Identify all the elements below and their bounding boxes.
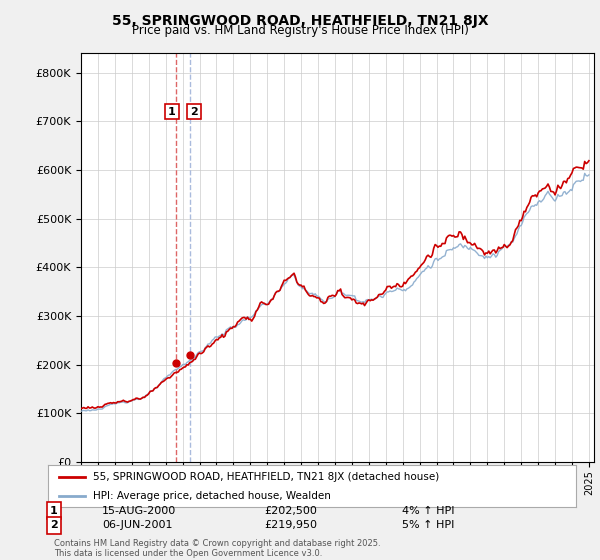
Text: 2: 2 [50, 520, 58, 530]
Text: £202,500: £202,500 [264, 506, 317, 516]
Text: 5% ↑ HPI: 5% ↑ HPI [402, 520, 454, 530]
Text: 4% ↑ HPI: 4% ↑ HPI [402, 506, 455, 516]
Text: 55, SPRINGWOOD ROAD, HEATHFIELD, TN21 8JX: 55, SPRINGWOOD ROAD, HEATHFIELD, TN21 8J… [112, 14, 488, 28]
Text: Price paid vs. HM Land Registry's House Price Index (HPI): Price paid vs. HM Land Registry's House … [131, 24, 469, 37]
Text: 15-AUG-2000: 15-AUG-2000 [102, 506, 176, 516]
Text: 1: 1 [50, 506, 58, 516]
Text: 06-JUN-2001: 06-JUN-2001 [102, 520, 173, 530]
Text: HPI: Average price, detached house, Wealden: HPI: Average price, detached house, Weal… [93, 491, 331, 501]
Text: Contains HM Land Registry data © Crown copyright and database right 2025.
This d: Contains HM Land Registry data © Crown c… [54, 539, 380, 558]
Text: 2: 2 [190, 106, 198, 116]
Text: 55, SPRINGWOOD ROAD, HEATHFIELD, TN21 8JX (detached house): 55, SPRINGWOOD ROAD, HEATHFIELD, TN21 8J… [93, 472, 439, 482]
Text: £219,950: £219,950 [264, 520, 317, 530]
Text: 1: 1 [168, 106, 176, 116]
